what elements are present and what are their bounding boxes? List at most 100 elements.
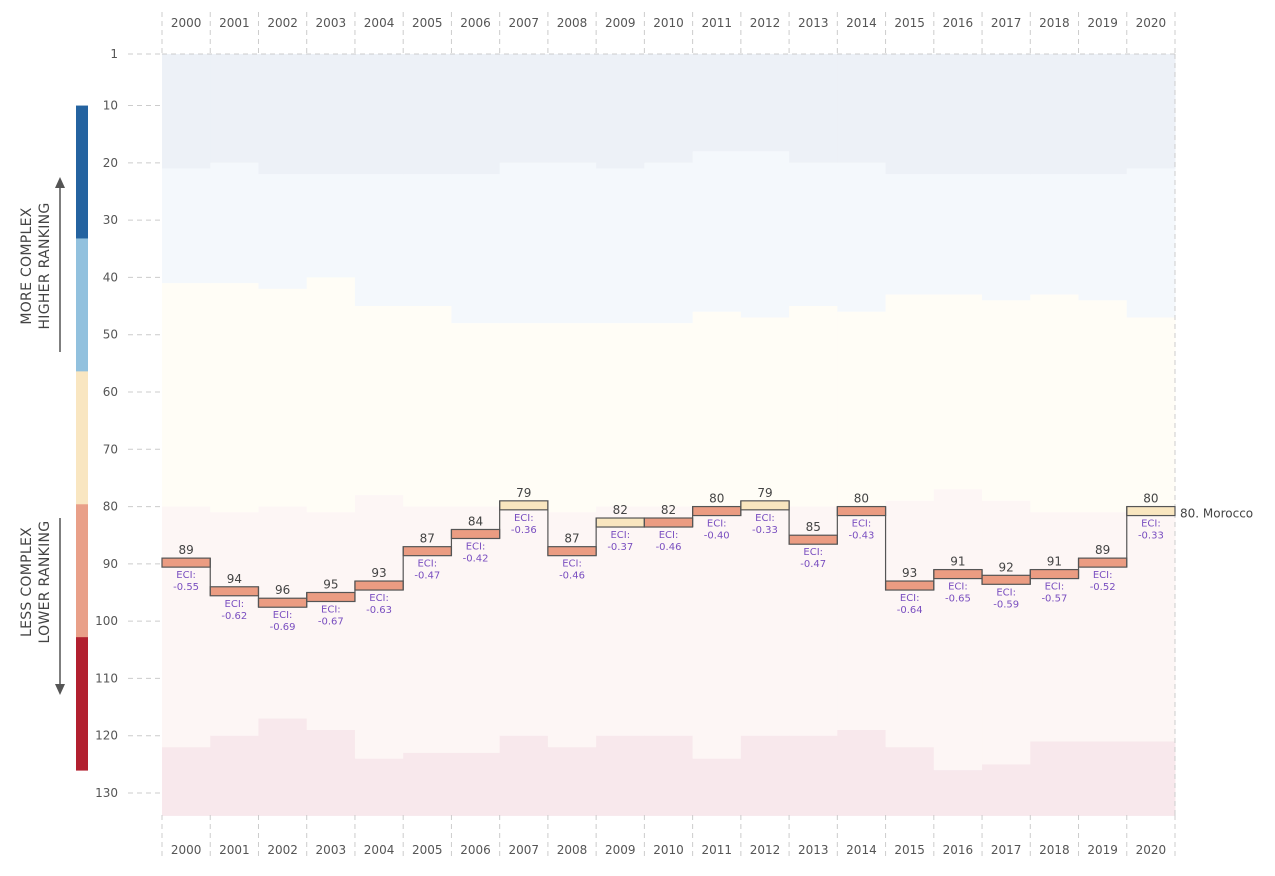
eci-value: -0.67 [318, 616, 344, 627]
y-tick-label: 50 [103, 328, 118, 342]
background-band [258, 718, 308, 816]
background-band [692, 506, 742, 759]
background-band [162, 168, 211, 284]
x-tick-label-bottom: 2001 [219, 843, 250, 857]
eci-label-prefix: ECI: [900, 593, 920, 604]
x-tick-label-top: 2011 [701, 16, 732, 30]
rank-bar [1029, 568, 1080, 580]
eci-value: -0.64 [897, 605, 923, 616]
x-tick-label-top: 2003 [316, 16, 347, 30]
eci-value: -0.55 [173, 582, 199, 593]
x-tick-label-top: 2002 [267, 16, 298, 30]
rank-bar [933, 568, 983, 580]
eci-label-prefix: ECI: [1141, 519, 1161, 530]
background-band [403, 174, 452, 307]
background-band [596, 323, 645, 507]
background-band [982, 764, 1031, 816]
background-band [692, 54, 742, 152]
background-band [499, 506, 549, 736]
x-tick-label-bottom: 2019 [1087, 843, 1118, 857]
background-band [885, 747, 935, 816]
background-band [740, 317, 790, 507]
x-tick-label-top: 2005 [412, 16, 443, 30]
up-label-line1: MORE COMPLEX [19, 207, 35, 324]
background-band [1030, 512, 1080, 742]
x-tick-label-bottom: 2011 [701, 843, 732, 857]
background-band [306, 277, 356, 513]
rank-label: 92 [999, 560, 1014, 574]
eci-value: -0.46 [559, 571, 585, 582]
eci-value: -0.36 [511, 525, 537, 536]
background-band [982, 500, 1031, 765]
background-band [162, 283, 211, 507]
x-tick-label-top: 2020 [1136, 16, 1167, 30]
rank-label: 93 [902, 566, 917, 580]
background-band [1078, 54, 1128, 175]
y-tick-label: 40 [103, 270, 118, 284]
eci-label-prefix: ECI: [176, 570, 196, 581]
rank-bar [788, 534, 838, 545]
background-band [837, 506, 887, 730]
background-band [1126, 54, 1176, 169]
background-band [499, 162, 549, 324]
background-band [692, 758, 742, 816]
x-tick-label-bottom: 2014 [846, 843, 877, 857]
background-band [644, 162, 694, 324]
background-band [306, 512, 356, 730]
x-tick-label-bottom: 2000 [171, 843, 202, 857]
background-band [885, 500, 935, 748]
y-tick-label: 80 [103, 500, 118, 514]
rank-label: 96 [275, 583, 290, 597]
x-tick-label-top: 2019 [1087, 16, 1118, 30]
rank-bar [402, 546, 453, 557]
background-band [692, 311, 742, 507]
x-tick-label-bottom: 2013 [798, 843, 829, 857]
background-band [403, 752, 452, 816]
x-tick-label-bottom: 2016 [943, 843, 974, 857]
x-tick-label-bottom: 2018 [1039, 843, 1070, 857]
background-band [1126, 741, 1176, 816]
eci-value: -0.33 [752, 525, 778, 536]
rank-label: 85 [806, 520, 821, 534]
y-tick-label: 100 [95, 614, 118, 628]
background-band [499, 323, 549, 507]
background-band [982, 300, 1031, 501]
background-band [547, 54, 597, 163]
background-band [596, 168, 645, 324]
x-tick-label-bottom: 2009 [605, 843, 636, 857]
background-band [403, 306, 452, 507]
rank-label: 80 [709, 492, 724, 506]
rank-bar [884, 580, 935, 591]
background-band [740, 54, 790, 152]
color-scale-segment [76, 105, 88, 239]
background-band [354, 306, 404, 496]
x-tick-label-top: 2006 [460, 16, 491, 30]
background-band [789, 162, 838, 307]
rank-bar [692, 505, 742, 517]
background-band [547, 323, 597, 513]
up-label-line2: HIGHER RANKING [37, 202, 53, 329]
background-band [1126, 506, 1176, 742]
color-scale-segment [76, 371, 88, 505]
x-tick-label-top: 2007 [509, 16, 540, 30]
x-tick-label-bottom: 2020 [1136, 843, 1167, 857]
background-band [451, 174, 501, 324]
rank-label: 84 [468, 514, 483, 528]
x-tick-label-bottom: 2008 [557, 843, 588, 857]
background-band [258, 54, 308, 175]
y-tick-label: 10 [103, 99, 118, 113]
x-tick-label-top: 2015 [894, 16, 925, 30]
eci-value: -0.59 [993, 599, 1019, 610]
background-band [740, 735, 790, 816]
background-band [451, 54, 501, 175]
eci-value: -0.33 [1138, 531, 1164, 542]
x-tick-label-top: 2014 [846, 16, 877, 30]
background-band [354, 758, 404, 816]
background-band [644, 54, 694, 163]
x-tick-label-bottom: 2004 [364, 843, 395, 857]
rank-bar [450, 528, 501, 540]
y-tick-label: 20 [103, 156, 118, 170]
rank-bar [161, 557, 211, 568]
background-band [162, 54, 211, 169]
